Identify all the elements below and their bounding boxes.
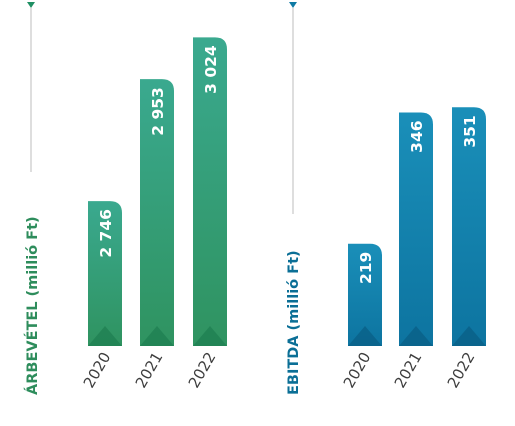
axis-marker-arrow-icon bbox=[289, 2, 297, 8]
bar-base-triangle bbox=[88, 326, 122, 346]
revenue-chart: ÁRBEVÉTEL (millió Ft) 2 746 2020 2 953 2021… bbox=[24, 2, 227, 395]
bar-base-triangle bbox=[193, 326, 227, 346]
tick-label: 2020 bbox=[80, 349, 115, 391]
bar-base-triangle bbox=[399, 326, 433, 346]
data-label: 346 bbox=[408, 120, 426, 152]
tick-label: 2021 bbox=[132, 349, 167, 391]
bar bbox=[193, 37, 227, 346]
data-label: 3 024 bbox=[202, 45, 220, 94]
axis-title: ÁRBEVÉTEL (millió Ft) bbox=[24, 216, 41, 395]
axis-marker-arrow-icon bbox=[27, 2, 35, 8]
bar bbox=[348, 243, 382, 346]
bar-group: 2 746 2020 2 953 2021 3 024 2022 bbox=[80, 37, 227, 391]
ebitda-chart: EBITDA (millió Ft) 219 2020 346 2021 351 2022 bbox=[286, 2, 486, 395]
bar bbox=[452, 107, 486, 346]
bar-base-triangle bbox=[348, 326, 382, 346]
data-label: 2 953 bbox=[149, 87, 167, 136]
bar bbox=[140, 79, 174, 346]
tick-label: 2022 bbox=[185, 349, 220, 391]
data-label: 2 746 bbox=[97, 209, 115, 258]
bar bbox=[399, 112, 433, 346]
tick-label: 2020 bbox=[340, 349, 375, 391]
tick-label: 2022 bbox=[444, 349, 479, 391]
data-label: 219 bbox=[357, 252, 375, 284]
tick-label: 2021 bbox=[391, 349, 426, 391]
bar bbox=[88, 201, 122, 346]
bar-base-triangle bbox=[452, 326, 486, 346]
bar-group: 219 2020 346 2021 351 2022 bbox=[340, 107, 486, 391]
axis-title: EBITDA (millió Ft) bbox=[286, 250, 302, 395]
data-label: 351 bbox=[461, 115, 479, 147]
bar-base-triangle bbox=[140, 326, 174, 346]
